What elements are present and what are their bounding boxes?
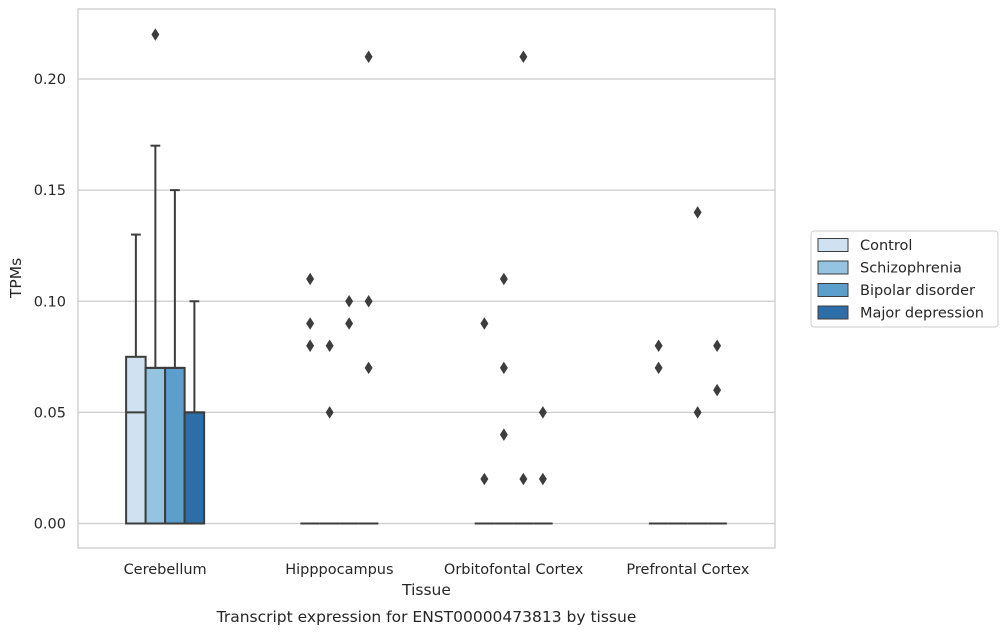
- outlier-point: [499, 361, 508, 375]
- outlier-point: [345, 317, 354, 330]
- outlier-point: [499, 428, 508, 441]
- legend-swatch: [817, 238, 849, 252]
- outlier-point: [654, 361, 663, 375]
- legend-label: Control: [860, 238, 912, 254]
- outlier-point: [480, 317, 489, 330]
- outlier-point: [519, 50, 528, 64]
- y-tick-label: 0.20: [34, 72, 66, 88]
- y-tick-label: 0.00: [34, 517, 66, 533]
- box: [164, 366, 186, 525]
- outlier-point: [325, 339, 334, 352]
- outlier-point: [713, 383, 722, 397]
- x-tick-label: Hipppocampus: [285, 562, 393, 578]
- y-tick-labels: 0.00 0.05 0.10 0.15 0.20: [34, 72, 66, 533]
- box-series: [125, 28, 727, 525]
- legend-label: Bipolar disorder: [860, 283, 975, 299]
- outlier-point: [713, 339, 722, 352]
- outlier-point: [538, 406, 547, 419]
- outlier-point: [654, 339, 663, 352]
- outlier-point: [693, 406, 702, 419]
- outlier-point: [306, 339, 315, 352]
- outlier-point: [538, 472, 547, 486]
- box: [183, 411, 206, 525]
- legend-swatch: [817, 305, 849, 320]
- outlier-point: [364, 50, 373, 64]
- legend-swatch: [817, 260, 849, 275]
- legend-swatch: [817, 283, 849, 297]
- chart-caption: Transcript expression for ENST0000047381…: [216, 608, 637, 626]
- y-tick-label: 0.15: [34, 183, 66, 199]
- x-tick-label: Prefrontal Cortex: [626, 562, 749, 578]
- y-tick-label: 0.05: [34, 405, 66, 421]
- legend-label: Major depression: [860, 306, 984, 322]
- outlier-point: [306, 317, 315, 330]
- x-tick-label: Orbitofontal Cortex: [444, 562, 584, 578]
- outlier-point: [519, 472, 528, 486]
- outlier-point: [306, 272, 315, 286]
- plot-frame: [77, 8, 776, 549]
- box: [125, 355, 147, 525]
- outlier-point: [345, 295, 354, 308]
- x-axis-title: Tissue: [401, 581, 451, 599]
- y-axis-title: TPMs: [7, 258, 25, 299]
- outlier-point: [499, 272, 508, 286]
- legend: Control Schizophrenia Bipolar disorder Majo…: [810, 230, 999, 328]
- outlier-point: [693, 206, 702, 219]
- outlier-point: [151, 28, 160, 41]
- x-tick-labels: Cerebellum Hipppocampus Orbitofontal Corte…: [124, 562, 750, 578]
- x-tick-label: Cerebellum: [124, 562, 207, 578]
- outlier-point: [325, 406, 334, 419]
- outlier-point: [480, 472, 489, 486]
- outlier-point: [364, 295, 373, 308]
- legend-label: Schizophrenia: [860, 261, 962, 277]
- outlier-point: [364, 361, 373, 375]
- y-tick-label: 0.10: [34, 294, 66, 310]
- legend-frame: [810, 230, 999, 328]
- box: [144, 366, 167, 525]
